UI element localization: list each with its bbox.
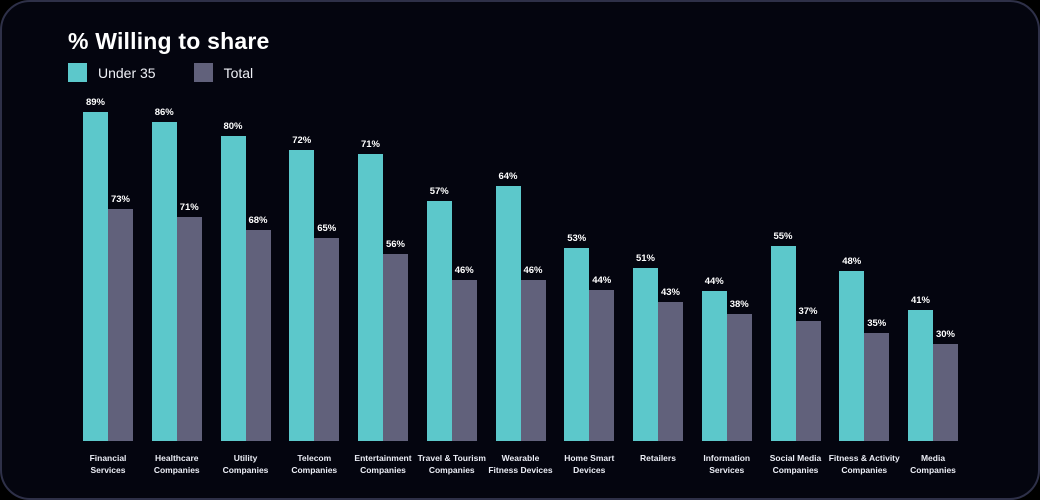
bar-under35[interactable]: 64% [495, 171, 521, 441]
value-label: 73% [110, 194, 131, 205]
bar-group: 72% 65% Telecom Companies [289, 135, 340, 475]
bar-under35[interactable]: 72% [289, 135, 315, 441]
value-label: 71% [360, 139, 381, 150]
bar-total[interactable]: 71% [176, 202, 202, 441]
chart-title: % Willing to share [68, 28, 270, 54]
bar-under35[interactable]: 51% [633, 253, 658, 441]
bar-under35[interactable]: 71% [358, 139, 383, 441]
value-label: 51% [635, 253, 656, 264]
value-label: 41% [910, 295, 931, 306]
value-label: 56% [385, 239, 406, 250]
value-label: 72% [292, 135, 312, 146]
bar-under35[interactable]: 53% [564, 233, 590, 441]
value-label: 35% [867, 318, 887, 329]
bar-under35[interactable]: 41% [908, 295, 933, 441]
category-label: Home Smart Devices [564, 453, 615, 475]
value-label: 48% [842, 256, 862, 267]
bar-total[interactable]: 38% [726, 299, 752, 441]
value-label: 38% [729, 299, 749, 310]
bar-group: 55% 37% Social Media Companies [770, 231, 822, 475]
bar-total[interactable]: 56% [383, 239, 408, 441]
bar-total[interactable]: 35% [864, 318, 890, 441]
bar-under35[interactable]: 57% [426, 186, 452, 441]
category-label: Entertainment Companies [354, 453, 412, 475]
bar-group: 71% 56% Entertainment Companies [354, 139, 411, 475]
value-label: 80% [223, 121, 243, 132]
category-label: Retailers [640, 453, 676, 463]
value-label: 89% [85, 97, 106, 108]
value-label: 86% [154, 107, 174, 118]
legend-label-under35: Under 35 [98, 64, 156, 81]
legend-label-total: Total [223, 64, 254, 81]
category-label: Information Services [703, 453, 751, 475]
value-label: 68% [248, 215, 268, 226]
bar-total[interactable]: 46% [520, 265, 546, 441]
legend-item-under35[interactable]: Under 35 [68, 63, 156, 82]
bar-total[interactable]: 68% [245, 215, 271, 441]
category-label: Social Media Companies [769, 453, 822, 475]
bar-total[interactable]: 46% [451, 265, 477, 441]
bar-under35[interactable]: 48% [839, 256, 865, 441]
bar-group: 89% 73% Financial Services [83, 97, 133, 475]
bar-under35[interactable]: 80% [220, 121, 246, 441]
category-label: Media Companies [910, 453, 956, 475]
value-label: 65% [317, 223, 337, 234]
bar-total[interactable]: 44% [589, 275, 615, 441]
value-label: 55% [773, 231, 793, 242]
category-label: Telecom Companies [291, 453, 338, 475]
value-label: 64% [498, 171, 518, 182]
legend-swatch-under35-icon [68, 63, 87, 82]
legend-item-total[interactable]: Total [193, 63, 254, 82]
value-label: 44% [704, 276, 724, 287]
category-label: Healthcare Companies [153, 453, 200, 475]
legend: Under 35 Total [68, 63, 253, 82]
bar-group: 64% 46% Wearable Fitness Devices [488, 171, 552, 475]
value-label: 43% [660, 287, 681, 298]
category-label: Travel & Tourism Companies [417, 453, 486, 475]
bar-group: 51% 43% Retailers [633, 253, 683, 463]
value-label: 30% [935, 329, 956, 340]
bar-under35[interactable]: 86% [151, 107, 177, 441]
bar-group: 86% 71% Healthcare Companies [151, 107, 202, 475]
value-label: 37% [798, 306, 818, 317]
bar-group: 57% 46% Travel & Tourism Companies [418, 186, 486, 475]
bar-total[interactable]: 30% [933, 329, 958, 441]
bar-group: 41% 30% Media Companies [908, 295, 958, 475]
bar-total[interactable]: 43% [658, 287, 683, 441]
category-label: Fitness & Activity Companies [828, 453, 900, 475]
bar-total[interactable]: 65% [314, 223, 340, 441]
category-label: Wearable Fitness Devices [488, 453, 553, 475]
plot-area: 89% 73% Financial Services 86% 71% Healthcare C… [83, 88, 958, 475]
value-label: 46% [523, 265, 543, 276]
value-label: 46% [454, 265, 474, 276]
value-label: 71% [179, 202, 199, 213]
value-label: 53% [567, 233, 587, 244]
value-label: 44% [592, 275, 612, 286]
bar-group: 53% 44% Home Smart Devices [564, 233, 615, 475]
bar-under35[interactable]: 89% [83, 97, 108, 441]
bar-under35[interactable]: 44% [701, 276, 727, 441]
bar-group: 44% 38% Information Services [701, 276, 752, 475]
bar-group: 80% 68% Utility Companies [220, 121, 271, 475]
bar-under35[interactable]: 55% [770, 231, 796, 441]
value-label: 57% [429, 186, 449, 197]
bar-group: 48% 35% Fitness & Activity Companies [829, 256, 900, 475]
category-label: Utility Companies [222, 453, 269, 475]
bar-total[interactable]: 37% [795, 306, 821, 441]
legend-swatch-total-icon [193, 63, 213, 82]
category-label: Financial Services [89, 453, 127, 475]
bar-total[interactable]: 73% [108, 194, 133, 441]
